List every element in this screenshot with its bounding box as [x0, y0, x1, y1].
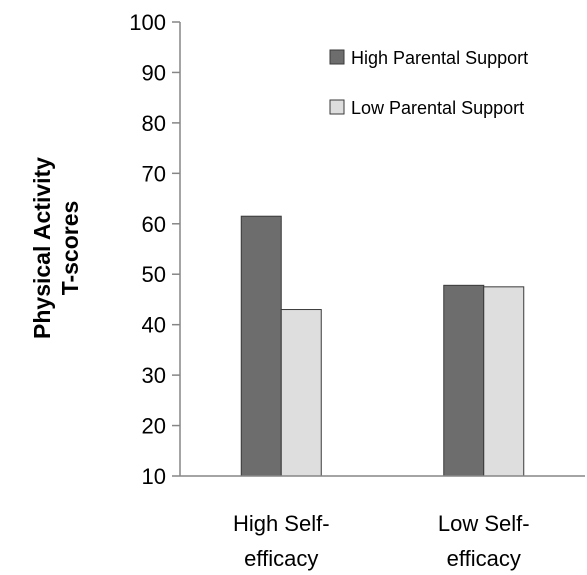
legend-label: High Parental Support: [351, 48, 528, 68]
legend-label: Low Parental Support: [351, 98, 524, 118]
y-axis-ticks: 10 20 30 40 50 60 70 80 90 100: [129, 10, 180, 489]
legend-swatch: [329, 49, 345, 65]
x-category-label: efficacy: [244, 546, 318, 571]
y-tick-label: 20: [142, 414, 166, 439]
x-category-label: efficacy: [447, 546, 521, 571]
bar-series-1-category-1: [240, 215, 282, 477]
y-tick-label: 90: [142, 60, 166, 85]
legend-swatch: [329, 99, 345, 115]
y-axis-title: Physical Activity T-scores: [29, 157, 83, 339]
y-axis-title-line-1: Physical Activity: [29, 157, 55, 339]
y-tick-label: 80: [142, 111, 166, 136]
y-tick-label: 100: [129, 10, 166, 35]
y-tick-label: 50: [142, 262, 166, 287]
bars: [240, 215, 525, 477]
x-category-label: High Self-: [233, 511, 330, 536]
y-axis-title-line-2: T-scores: [57, 201, 83, 296]
x-axis-labels: High Self-efficacy Low Self-efficacy: [233, 511, 530, 571]
y-tick-label: 10: [142, 464, 166, 489]
legend: High Parental Support Low Parental Suppor…: [329, 48, 528, 118]
bar-series-2-category-1: [280, 309, 322, 477]
y-tick-label: 30: [142, 363, 166, 388]
x-category-label: Low Self-: [438, 511, 530, 536]
y-tick-label: 60: [142, 212, 166, 237]
bar-series-2-category-2: [483, 286, 525, 477]
axes: [179, 22, 585, 477]
bar-series-1-category-2: [443, 284, 485, 477]
y-tick-label: 70: [142, 161, 166, 186]
y-tick-label: 40: [142, 313, 166, 338]
